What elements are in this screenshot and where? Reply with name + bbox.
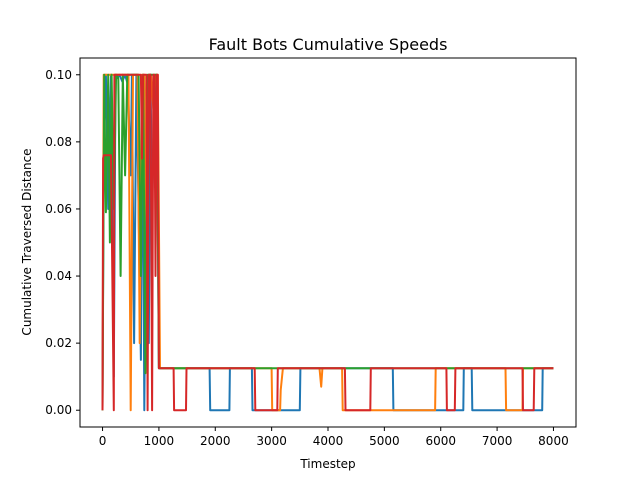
- y-axis-label: Cumulative Traversed Distance: [20, 148, 34, 335]
- x-tick-label: 2000: [200, 434, 231, 448]
- x-tick-label: 6000: [425, 434, 456, 448]
- y-tick-label: 0.00: [45, 403, 72, 417]
- x-tick-label: 5000: [369, 434, 400, 448]
- x-tick-label: 1000: [144, 434, 175, 448]
- y-tick-label: 0.06: [45, 202, 72, 216]
- y-tick-label: 0.02: [45, 336, 72, 350]
- x-tick-label: 4000: [313, 434, 344, 448]
- x-tick-label: 8000: [538, 434, 569, 448]
- plot-series-group: [101, 73, 554, 412]
- x-tick-label: 7000: [482, 434, 513, 448]
- y-tick-label: 0.04: [45, 269, 72, 283]
- y-tick-label: 0.10: [45, 68, 72, 82]
- series-line-4: [101, 73, 554, 412]
- x-tick-label: 3000: [256, 434, 287, 448]
- x-axis-label: Timestep: [299, 457, 355, 471]
- chart-title: Fault Bots Cumulative Speeds: [209, 35, 448, 54]
- y-axis: 0.00 0.02 0.04 0.06 0.08 0.10: [45, 68, 80, 417]
- y-tick-label: 0.08: [45, 135, 72, 149]
- x-axis: 0 1000 2000 3000 4000 5000 6000 7000 8000: [99, 427, 569, 448]
- x-tick-label: 0: [99, 434, 107, 448]
